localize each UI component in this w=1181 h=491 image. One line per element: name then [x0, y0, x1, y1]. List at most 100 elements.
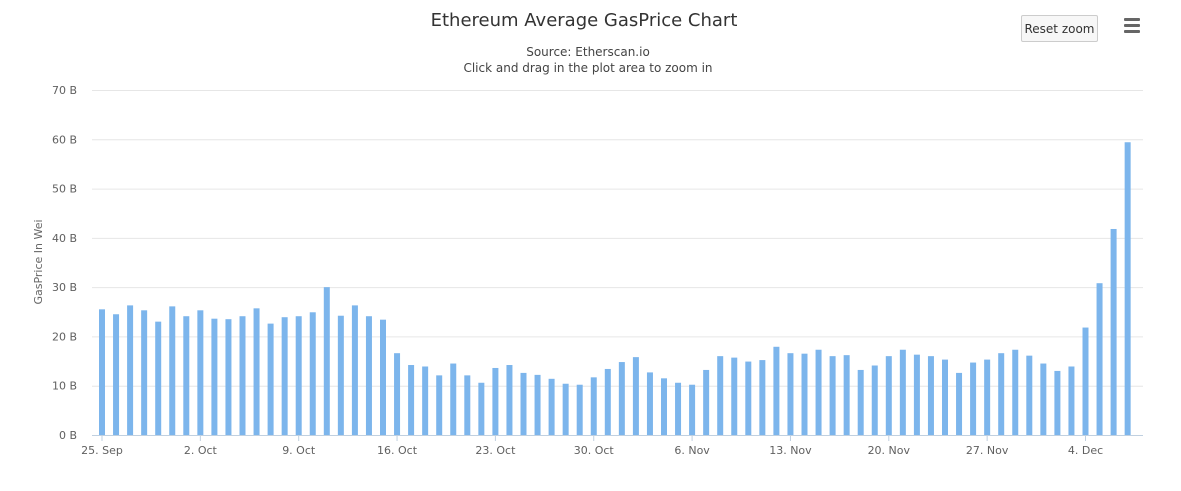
x-tick-label: 25. Sep	[81, 444, 123, 457]
x-tick-label: 23. Oct	[475, 444, 516, 457]
bar[interactable]	[380, 319, 386, 435]
bar[interactable]	[703, 369, 710, 435]
x-tick-label: 4. Dec	[1068, 444, 1103, 457]
bar[interactable]	[689, 384, 696, 435]
bar[interactable]	[253, 308, 260, 435]
chart-title: Ethereum Average GasPrice Chart	[430, 10, 738, 31]
bar[interactable]	[436, 375, 443, 435]
y-axis: 0 B 10 B 20 B 30 B 40 B 50 B 60 B 70 B	[52, 84, 77, 442]
bar[interactable]	[450, 363, 457, 435]
bar[interactable]	[562, 383, 569, 435]
hamburger-menu-icon[interactable]	[1122, 18, 1144, 36]
bar[interactable]	[590, 377, 597, 435]
bar[interactable]	[970, 362, 977, 435]
bar[interactable]	[197, 310, 204, 435]
bar[interactable]	[1082, 327, 1089, 435]
bar[interactable]	[759, 360, 766, 435]
bar[interactable]	[337, 315, 344, 435]
bar[interactable]	[899, 349, 906, 435]
bar[interactable]	[1110, 228, 1117, 435]
bar[interactable]	[913, 354, 920, 435]
bar[interactable]	[422, 366, 429, 435]
bar[interactable]	[787, 353, 794, 435]
x-tick-label: 13. Nov	[769, 444, 812, 457]
bar[interactable]	[576, 384, 583, 435]
bar[interactable]	[464, 375, 471, 435]
bar[interactable]	[604, 368, 611, 435]
bar[interactable]	[632, 357, 639, 435]
bar[interactable]	[956, 372, 963, 435]
bar[interactable]	[1124, 142, 1131, 435]
menu-icon-bar	[1124, 24, 1140, 27]
y-tick-label: 50 B	[52, 183, 77, 196]
gridlines	[92, 90, 1143, 436]
bar[interactable]	[169, 306, 176, 435]
bar[interactable]	[155, 321, 162, 435]
bar[interactable]	[773, 346, 780, 435]
bar[interactable]	[843, 355, 850, 435]
bar[interactable]	[815, 349, 822, 435]
bar[interactable]	[281, 317, 288, 435]
bar[interactable]	[871, 365, 878, 435]
bar[interactable]	[548, 378, 555, 435]
bar[interactable]	[492, 367, 499, 435]
x-axis: 25. Sep 2. Oct 9. Oct 16. Oct 23. Oct 30. Oct…	[81, 435, 1103, 457]
y-tick-label: 10 B	[52, 380, 77, 393]
chart-subtitle-source: Source: Etherscan.io	[526, 45, 650, 59]
bar[interactable]	[506, 365, 513, 435]
y-tick-label: 70 B	[52, 84, 77, 97]
bar[interactable]	[394, 353, 401, 435]
bar[interactable]	[113, 314, 120, 435]
x-tick-label: 9. Oct	[282, 444, 316, 457]
bar[interactable]	[408, 365, 415, 435]
bar[interactable]	[1026, 355, 1033, 435]
bar[interactable]	[351, 305, 358, 435]
bar[interactable]	[534, 374, 541, 435]
bar[interactable]	[661, 378, 667, 435]
bar[interactable]	[745, 361, 752, 435]
bar[interactable]	[295, 316, 302, 435]
x-tick-label: 6. Nov	[674, 444, 710, 457]
bar[interactable]	[183, 316, 190, 435]
x-tick-label: 16. Oct	[377, 444, 418, 457]
bar[interactable]	[885, 356, 892, 435]
bar[interactable]	[478, 382, 485, 435]
bar[interactable]	[365, 316, 372, 435]
bar[interactable]	[829, 356, 836, 435]
bar[interactable]	[717, 356, 724, 435]
bar[interactable]	[1096, 283, 1103, 435]
bar[interactable]	[141, 310, 148, 435]
bar[interactable]	[225, 319, 232, 435]
bar[interactable]	[998, 353, 1005, 435]
bar[interactable]	[309, 312, 316, 435]
bar[interactable]	[801, 353, 808, 435]
bar[interactable]	[1068, 366, 1075, 435]
bar-series[interactable]	[99, 142, 1131, 435]
bar[interactable]	[99, 309, 105, 435]
bar[interactable]	[520, 372, 527, 435]
y-tick-label: 20 B	[52, 330, 77, 343]
bar[interactable]	[984, 359, 991, 435]
bar[interactable]	[942, 359, 948, 435]
bar[interactable]	[267, 323, 274, 435]
bar[interactable]	[127, 305, 134, 435]
y-tick-label: 30 B	[52, 281, 77, 294]
bar[interactable]	[323, 287, 330, 435]
x-tick-label: 27. Nov	[966, 444, 1009, 457]
bar[interactable]	[1054, 370, 1061, 435]
bar[interactable]	[927, 356, 934, 435]
bar[interactable]	[646, 372, 653, 435]
y-axis-label: GasPrice In Wei	[32, 219, 45, 304]
x-tick-label: 30. Oct	[574, 444, 615, 457]
y-tick-label: 40 B	[52, 232, 77, 245]
bar[interactable]	[211, 318, 218, 435]
bar[interactable]	[239, 316, 246, 435]
bar[interactable]	[857, 369, 864, 435]
reset-zoom-button[interactable]: Reset zoom	[1021, 15, 1098, 42]
bar[interactable]	[731, 357, 738, 435]
bar[interactable]	[1012, 349, 1019, 435]
bar[interactable]	[1040, 363, 1047, 435]
bar[interactable]	[675, 382, 682, 435]
bar[interactable]	[618, 362, 625, 435]
